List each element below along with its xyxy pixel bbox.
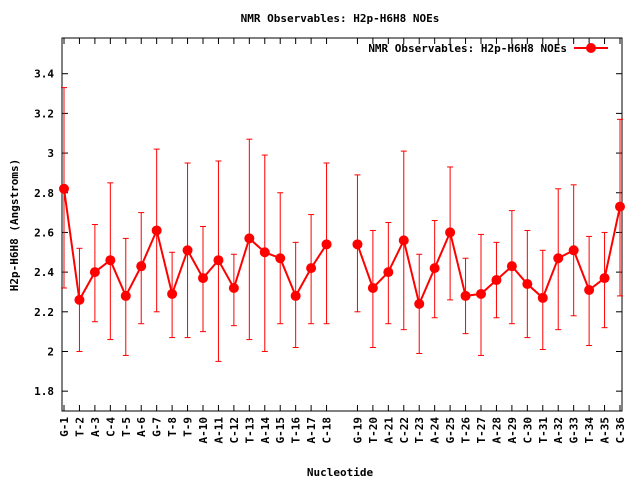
x-tick-label: T-2 [73,417,86,437]
data-point [105,255,116,266]
x-tick-label: A-3 [89,417,102,437]
x-tick-label: A-32 [552,417,565,444]
data-point [491,275,502,286]
data-point [306,263,317,274]
x-tick-label: G-15 [274,417,287,444]
legend-marker [586,43,596,53]
x-tick-label: G-25 [444,417,457,444]
x-tick-label: T-13 [243,417,256,444]
y-tick-label: 2 [47,345,54,358]
data-point [182,245,193,256]
data-point [506,261,517,272]
data-point [537,292,548,303]
data-point [244,233,255,244]
x-tick-label: G-33 [568,417,581,444]
y-tick-label: 2.6 [34,226,54,239]
data-point [228,282,239,293]
y-tick-label: 3.2 [34,107,54,120]
data-point [59,183,69,194]
x-tick-label: C-4 [104,417,117,437]
data-point [167,288,178,299]
x-tick-label: T-16 [290,417,303,444]
y-tick-label: 3.4 [34,68,54,81]
x-tick-label: T-20 [367,417,380,444]
legend: NMR Observables: H2p-H6H8 NOEs [368,42,608,55]
x-tick-label: C-12 [228,417,241,444]
data-point [429,263,440,274]
x-tick-label: C-18 [321,417,334,444]
data-point [120,290,131,301]
data-point [522,279,533,290]
x-tick-label: A-29 [506,417,519,444]
legend-label: NMR Observables: H2p-H6H8 NOEs [368,42,567,55]
x-tick-label: T-27 [475,417,488,444]
series-lines [63,188,621,308]
data-point [568,245,579,256]
data-point [136,261,147,272]
data-point [367,282,378,293]
data-point [213,255,224,266]
data-point [584,284,595,295]
data-point [151,225,162,236]
x-tick-label: T-8 [166,417,179,437]
y-axis: 1.8 2 2.2 2.4 2.6 2.8 3 3.2 3.4 [34,68,622,398]
y-tick-label: 3 [47,147,54,160]
x-tick-label: A-6 [135,417,148,437]
data-point [599,273,610,284]
x-tick-label: A-10 [197,417,210,444]
plot-frame [61,37,623,412]
x-tick-label: T-26 [460,417,473,444]
series-line [63,188,328,303]
data-point [383,267,394,278]
data-point [414,298,425,309]
data-point [460,290,471,301]
x-tick-label: C-36 [614,417,627,444]
data-point [74,294,85,305]
x-tick-label: A-24 [429,417,442,444]
y-axis-title: H2p-H6H8 (Angstroms) [8,159,21,291]
series-line [356,206,621,308]
x-tick-label: G-19 [351,417,364,444]
x-tick-label: A-35 [599,417,612,444]
x-tick-label: A-14 [259,417,272,444]
data-point [476,288,486,299]
x-tick-label: T-31 [537,417,550,444]
data-point [275,253,286,264]
y-tick-label: 1.8 [34,385,54,398]
y-tick-label: 2.4 [34,266,54,279]
x-tick-label: G-1 [58,417,71,437]
y-tick-label: 2.8 [34,187,54,200]
x-tick-label: A-21 [382,417,395,444]
x-axis-title: Nucleotide [307,466,374,479]
x-tick-label: T-5 [120,417,133,437]
error-bars [61,87,623,362]
data-point [352,239,363,250]
data-point [259,247,270,258]
x-tick-label: C-22 [398,417,411,444]
x-tick-label: G-7 [151,417,164,437]
chart-title: NMR Observables: H2p-H6H8 NOEs [241,12,440,25]
data-point [445,227,456,238]
x-tick-label: T-34 [583,417,596,444]
data-point [398,235,409,246]
data-point [89,267,100,278]
data-point [198,273,208,284]
y-tick-label: 2.2 [34,306,54,319]
x-tick-label: C-30 [521,417,534,444]
data-point [321,239,332,250]
x-tick-label: A-11 [212,417,225,444]
data-points [59,183,625,309]
x-tick-label: A-28 [490,417,503,444]
x-axis: G-1 T-2 A-3 C-4 T-5 A-6 G-7 T-8 T-9 A-10 A-11 C-12 T… [58,38,627,444]
data-point [553,253,564,264]
x-tick-label: A-17 [305,417,318,444]
data-point [290,290,301,301]
data-point [615,201,625,212]
x-tick-label: T-23 [413,417,426,444]
x-tick-label: T-9 [182,417,195,437]
